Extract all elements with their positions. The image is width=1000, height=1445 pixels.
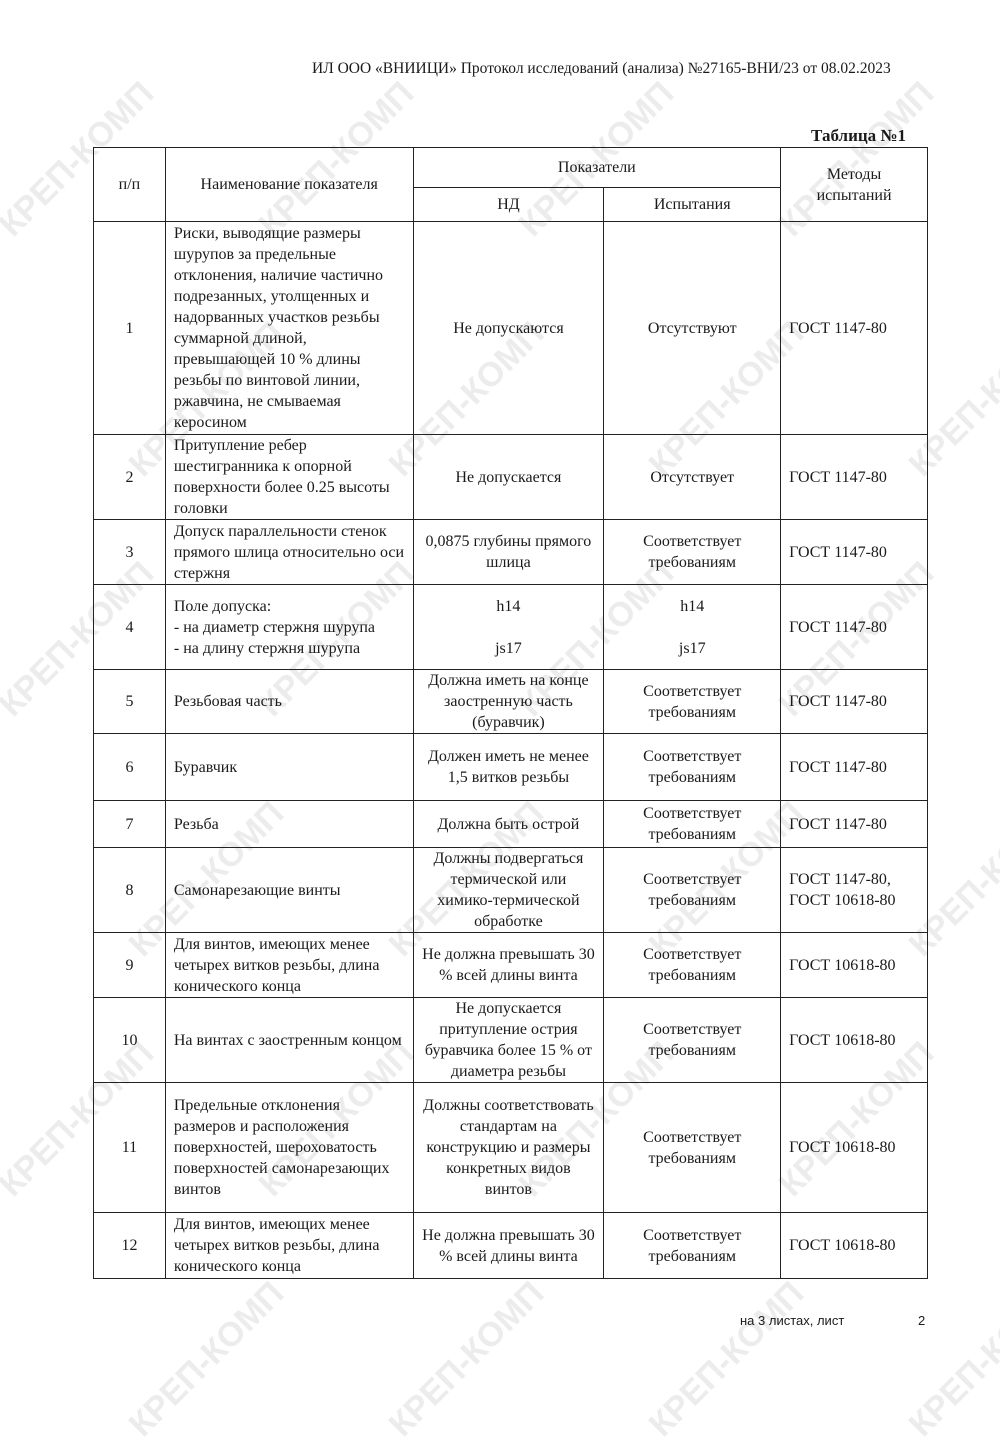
results-table: п/п Наименование показателя Показатели М… (93, 147, 928, 1279)
test-method: ГОСТ 1147-80 (780, 800, 928, 848)
test-method: ГОСТ 1147-80 (780, 221, 928, 435)
row-number: 11 (93, 1082, 166, 1213)
watermark-logo: КРЕП-КОМП (122, 0, 292, 5)
nd-value: Должны соответствовать стандартам на кон… (412, 1082, 605, 1213)
test-result: Соответствует требованиям (603, 519, 782, 585)
table-row: 3 Допуск параллельности стенок прямого шл… (93, 519, 928, 585)
test-method: ГОСТ 1147-80 (780, 584, 928, 670)
indicator-name: Притупление ребер шестигранника к опорно… (164, 434, 414, 520)
indicator-name: Для винтов, имеющих менее четырех витков… (164, 932, 414, 998)
nd-value: Должны подвергаться термической или хими… (412, 847, 605, 933)
indicator-name: Самонарезающие винты (164, 847, 414, 933)
row-number: 6 (93, 733, 166, 801)
test-method: ГОСТ 1147-80 (780, 669, 928, 734)
indicator-name: На винтах с заостренным концом (164, 997, 414, 1083)
indicator-name: Для винтов, имеющих менее четырех витков… (164, 1212, 414, 1279)
test-result: Соответствует требованиям (603, 997, 782, 1083)
table-title: Таблица №1 (811, 126, 906, 145)
sheet-count: на 3 листах, лист (740, 1313, 845, 1328)
test-method: ГОСТ 1147-80 (780, 733, 928, 801)
row-number: 7 (93, 800, 166, 848)
nd-value: Не допускается (412, 434, 605, 520)
table-row: 10 На винтах с заостренным концом Не допус… (93, 997, 928, 1083)
table-row: 6 Буравчик Должен иметь не менее 1,5 витко… (93, 733, 928, 801)
indicator-name: Буравчик (164, 733, 414, 801)
table-row: 8 Самонарезающие винты Должны подвергаться… (93, 847, 928, 933)
nd-value: Должен иметь не менее 1,5 витков резьбы (412, 733, 605, 801)
watermark-logo: КРЕП-КОМП (381, 1274, 552, 1444)
test-result: Соответствует требованиям (603, 733, 782, 801)
test-result: Отсутствует (603, 434, 782, 520)
watermark-logo: КРЕП-КОМП (0, 0, 32, 5)
row-number: 12 (93, 1212, 166, 1279)
test-method: ГОСТ 10618-80 (780, 997, 928, 1083)
table-row: 2 Притупление ребер шестигранника к опорн… (93, 434, 928, 520)
test-method: ГОСТ 1147-80 (780, 434, 928, 520)
nd-value: Должна быть острой (412, 800, 605, 848)
row-number: 3 (93, 519, 166, 585)
nd-value: h14 js17 (412, 584, 605, 670)
watermark-logo: КРЕП-КОМП (382, 0, 552, 5)
table-row: 7 Резьба Должна быть острой Соответствует т… (93, 800, 928, 848)
col-nd: НД (412, 187, 605, 222)
watermark-logo: КРЕП-КОМП (901, 1274, 1000, 1444)
table-row: 11 Предельные отклонения размеров и распо… (93, 1082, 928, 1213)
col-name: Наименование показателя (164, 147, 414, 222)
watermark-logo: КРЕП-КОМП (641, 1274, 812, 1444)
table-row: 12 Для винтов, имеющих менее четырех витк… (93, 1212, 928, 1279)
indicator-name: Риски, выводящие размеры шурупов за пред… (164, 221, 414, 435)
nd-value: Не допускаются (412, 221, 605, 435)
page-number: 2 (918, 1313, 926, 1328)
test-result: Соответствует требованиям (603, 1082, 782, 1213)
indicator-name: Допуск параллельности стенок прямого шли… (164, 519, 414, 585)
table-row: 9 Для винтов, имеющих менее четырех витко… (93, 932, 928, 998)
row-number: 4 (93, 584, 166, 670)
test-method: ГОСТ 10618-80 (780, 1082, 928, 1213)
indicator-name: Резьбовая часть (164, 669, 414, 734)
indicator-name: Резьба (164, 800, 414, 848)
test-method: ГОСТ 10618-80 (780, 932, 928, 998)
watermark-logo: КРЕП-КОМП (642, 0, 812, 5)
test-method: ГОСТ 1147-80 (780, 519, 928, 585)
table-row: 4 Поле допуска: - на диаметр стержня шуру… (93, 584, 928, 670)
col-num: п/п (93, 147, 166, 222)
test-result: Отсутствуют (603, 221, 782, 435)
nd-value: 0,0875 глубины прямого шлица (412, 519, 605, 585)
watermark-logo: КРЕП-КОМП (121, 1274, 292, 1444)
table-row: 1 Риски, выводящие размеры шурупов за пре… (93, 221, 928, 435)
row-number: 10 (93, 997, 166, 1083)
row-number: 9 (93, 932, 166, 998)
table-row: 5 Резьбовая часть Должна иметь на конце за… (93, 669, 928, 734)
nd-value: Не допускается притупление острия буравч… (412, 997, 605, 1083)
test-method: ГОСТ 10618-80 (780, 1212, 928, 1279)
col-indicators: Показатели (412, 147, 782, 188)
test-result: Соответствует требованиям (603, 932, 782, 998)
test-result: Соответствует требованиям (603, 847, 782, 933)
row-number: 5 (93, 669, 166, 734)
test-result: Соответствует требованиям (603, 669, 782, 734)
col-methods: Методы испытаний (780, 147, 928, 222)
watermark-logo: КРЕП-КОМП (902, 0, 1000, 5)
test-result: Соответствует требованиям (603, 800, 782, 848)
test-result: Соответствует требованиям (603, 1212, 782, 1279)
indicator-name: Поле допуска: - на диаметр стержня шуруп… (164, 584, 414, 670)
document-header: ИЛ ООО «ВНИИЦИ» Протокол исследований (а… (312, 60, 891, 77)
test-method: ГОСТ 1147-80, ГОСТ 10618-80 (780, 847, 928, 933)
row-number: 8 (93, 847, 166, 933)
indicator-name: Предельные отклонения размеров и располо… (164, 1082, 414, 1213)
nd-value: Не должна превышать 30 % всей длины винт… (412, 932, 605, 998)
row-number: 2 (93, 434, 166, 520)
test-result: h14 js17 (603, 584, 782, 670)
row-number: 1 (93, 221, 166, 435)
nd-value: Не должна превышать 30 % всей длины винт… (412, 1212, 605, 1279)
col-tests: Испытания (603, 187, 782, 222)
nd-value: Должна иметь на конце заостренную часть … (412, 669, 605, 734)
